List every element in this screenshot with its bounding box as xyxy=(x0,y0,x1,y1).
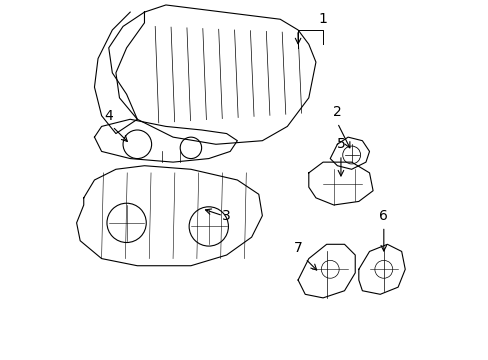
Text: 1: 1 xyxy=(318,12,327,26)
Text: 4: 4 xyxy=(104,109,113,123)
Text: 3: 3 xyxy=(222,209,230,223)
Text: 6: 6 xyxy=(379,209,387,223)
Text: 5: 5 xyxy=(336,138,345,152)
Text: 2: 2 xyxy=(332,105,341,119)
Text: 7: 7 xyxy=(293,241,302,255)
